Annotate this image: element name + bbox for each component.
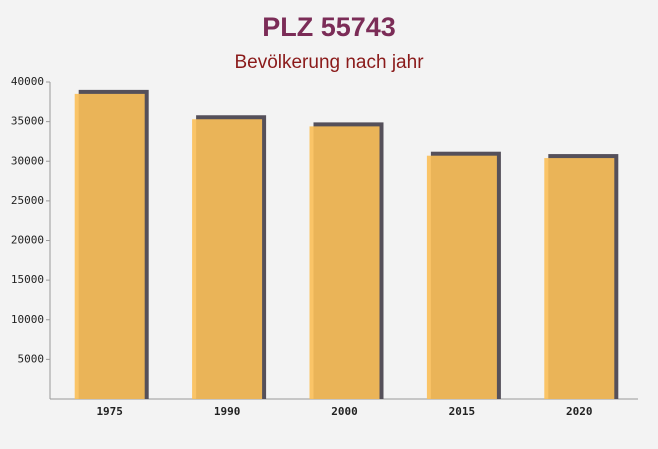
x-tick-label: 2015 bbox=[449, 405, 476, 418]
bar bbox=[192, 119, 263, 399]
y-tick-label: 25000 bbox=[11, 194, 44, 207]
y-tick-label: 5000 bbox=[18, 352, 45, 365]
y-tick-label: 10000 bbox=[11, 313, 44, 326]
bar bbox=[309, 126, 380, 399]
bar bbox=[426, 155, 497, 399]
y-tick-label: 15000 bbox=[11, 273, 44, 286]
y-tick-label: 35000 bbox=[11, 115, 44, 128]
x-tick-label: 2000 bbox=[331, 405, 358, 418]
y-tick-label: 40000 bbox=[11, 75, 44, 88]
chart-subtitle: Bevölkerung nach jahr bbox=[234, 52, 424, 73]
chart-title: PLZ 55743 bbox=[262, 12, 396, 42]
bar bbox=[74, 93, 145, 399]
y-tick-label: 20000 bbox=[11, 234, 44, 247]
bar bbox=[544, 158, 615, 399]
x-tick-label: 1990 bbox=[214, 405, 241, 418]
x-tick-label: 1975 bbox=[96, 405, 123, 418]
y-tick-label: 30000 bbox=[11, 154, 44, 167]
x-tick-label: 2020 bbox=[566, 405, 593, 418]
